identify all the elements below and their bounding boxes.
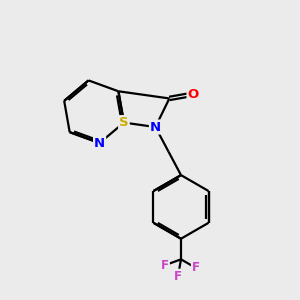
Text: F: F — [192, 261, 200, 274]
Text: F: F — [174, 270, 182, 283]
Text: S: S — [119, 116, 129, 129]
Text: N: N — [150, 121, 161, 134]
Text: N: N — [94, 136, 105, 149]
Text: F: F — [161, 259, 169, 272]
Text: O: O — [188, 88, 199, 101]
